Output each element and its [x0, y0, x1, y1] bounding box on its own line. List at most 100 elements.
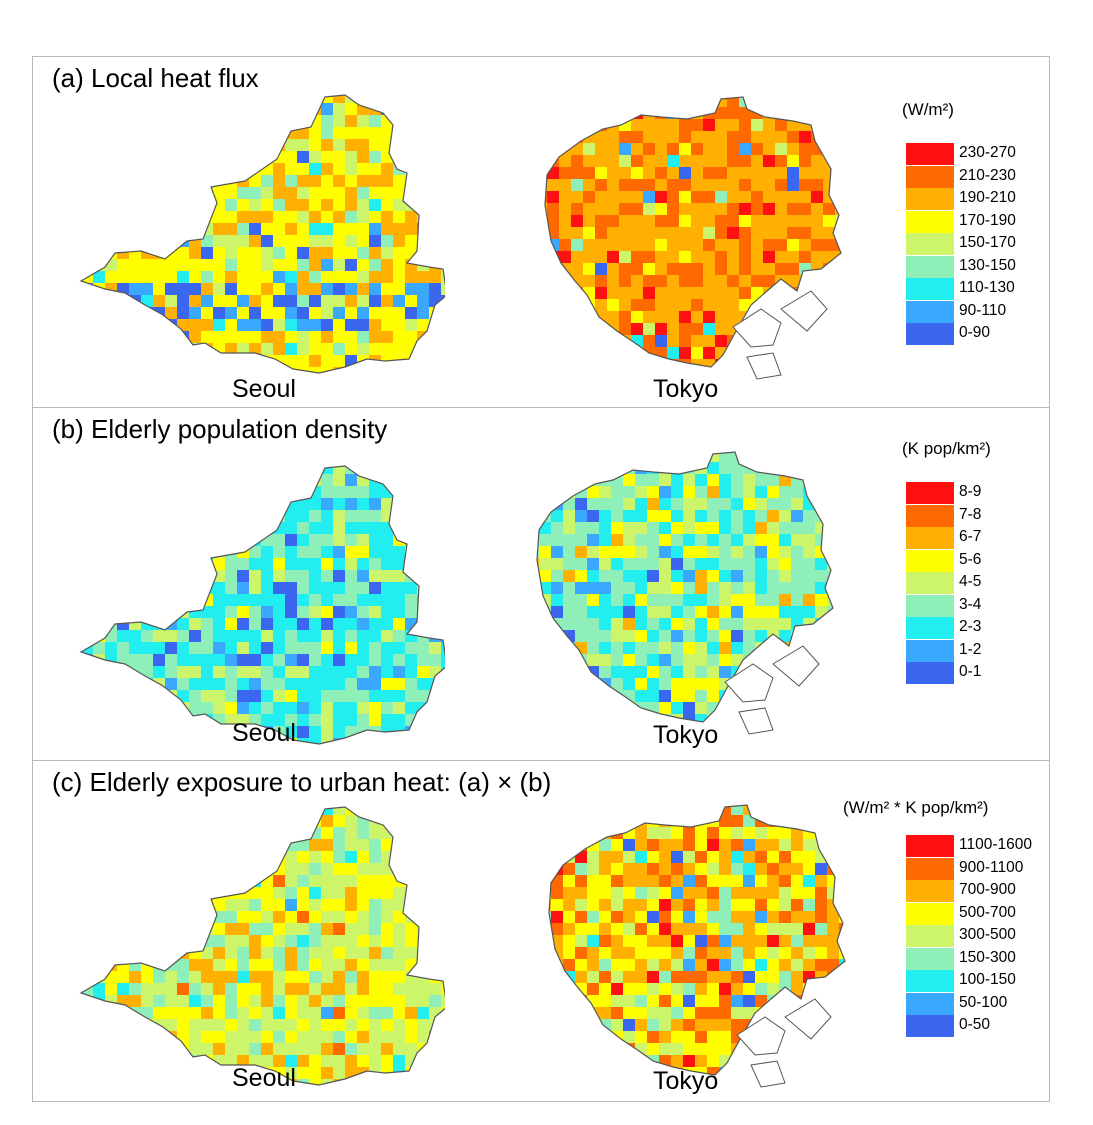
grid-cell: [727, 155, 739, 167]
grid-cell: [225, 887, 237, 899]
grid-cell: [787, 347, 799, 359]
grid-cell: [285, 235, 297, 247]
grid-cell: [683, 702, 695, 714]
grid-cell: [273, 1055, 285, 1067]
grid-cell: [827, 911, 839, 923]
grid-cell: [763, 167, 775, 179]
grid-cell: [863, 1067, 865, 1079]
grid-cell: [153, 1043, 165, 1055]
grid-cell: [45, 546, 57, 558]
grid-cell: [357, 983, 369, 995]
grid-cell: [273, 319, 285, 331]
grid-cell: [201, 971, 213, 983]
grid-cell: [57, 875, 69, 887]
grid-cell: [177, 1007, 189, 1019]
grid-cell: [441, 558, 445, 570]
grid-cell: [537, 486, 539, 498]
grid-cell: [441, 546, 445, 558]
grid-cell: [811, 107, 823, 119]
grid-cell: [575, 546, 587, 558]
grid-cell: [261, 331, 273, 343]
legend-label: 5-6: [959, 550, 982, 568]
grid-cell: [429, 1067, 441, 1079]
grid-cell: [791, 510, 803, 522]
grid-cell: [551, 558, 563, 570]
grid-cell: [767, 594, 779, 606]
grid-cell: [333, 127, 345, 139]
grid-cell: [683, 474, 695, 486]
grid-cell: [719, 1043, 731, 1055]
grid-cell: [189, 807, 201, 815]
grid-cell: [859, 143, 861, 155]
grid-cell: [839, 618, 851, 630]
grid-cell: [779, 935, 791, 947]
grid-cell: [105, 319, 117, 331]
grid-cell: [153, 199, 165, 211]
grid-cell: [81, 666, 93, 678]
grid-cell: [695, 642, 707, 654]
grid-cell: [69, 690, 81, 702]
grid-cell: [153, 498, 165, 510]
grid-cell: [787, 143, 799, 155]
grid-cell: [93, 115, 105, 127]
grid-cell: [623, 726, 635, 738]
grid-cell: [309, 355, 321, 367]
grid-cell: [767, 983, 779, 995]
grid-cell: [405, 815, 417, 827]
grid-cell: [791, 983, 803, 995]
grid-cell: [563, 1031, 575, 1043]
grid-cell: [177, 223, 189, 235]
panel-title: (c) Elderly exposure to urban heat: (a) …: [52, 767, 552, 797]
grid-cell: [45, 738, 57, 750]
grid-cell: [515, 618, 527, 630]
grid-cell: [863, 863, 865, 875]
grid-cell: [839, 1067, 845, 1075]
grid-cell: [249, 1031, 261, 1043]
grid-cell: [249, 199, 261, 211]
grid-cell: [859, 311, 861, 323]
grid-cell: [779, 726, 791, 738]
grid-cell: [429, 923, 441, 935]
grid-cell: [225, 115, 237, 127]
grid-cell: [405, 750, 417, 752]
grid-cell: [309, 223, 321, 235]
grid-cell: [537, 714, 539, 722]
grid-cell: [321, 271, 333, 283]
grid-cell: [631, 119, 643, 131]
grid-cell: [153, 807, 165, 815]
grid-cell: [165, 815, 177, 827]
grid-cell: [441, 702, 445, 714]
grid-cell: [45, 911, 57, 923]
grid-cell: [381, 1019, 393, 1031]
grid-cell: [441, 331, 445, 343]
grid-cell: [707, 863, 719, 875]
legend-label: 130-150: [959, 256, 1016, 274]
grid-cell: [563, 947, 575, 959]
grid-cell: [141, 139, 153, 151]
grid-cell: [381, 839, 393, 851]
grid-cell: [563, 935, 575, 947]
grid-cell: [141, 1043, 153, 1055]
grid-cell: [165, 726, 177, 738]
grid-cell: [643, 239, 655, 251]
legend-label: 4-5: [959, 573, 982, 590]
grid-cell: [659, 971, 671, 983]
grid-cell: [503, 654, 515, 666]
grid-cell: [515, 923, 527, 935]
grid-cell: [775, 167, 787, 179]
grid-cell: [607, 227, 619, 239]
grid-cell: [165, 486, 177, 498]
grid-cell: [57, 935, 69, 947]
grid-cell: [141, 355, 153, 367]
grid-cell: [405, 235, 417, 247]
grid-cell: [333, 995, 345, 1007]
grid-cell: [429, 983, 441, 995]
grid-cell: [333, 702, 345, 714]
grid-cell: [691, 335, 703, 347]
grid-cell: [441, 851, 445, 863]
grid-cell: [285, 971, 297, 983]
grid-cell: [417, 1043, 429, 1055]
grid-cell: [81, 702, 93, 714]
grid-cell: [755, 546, 767, 558]
grid-cell: [369, 498, 381, 510]
